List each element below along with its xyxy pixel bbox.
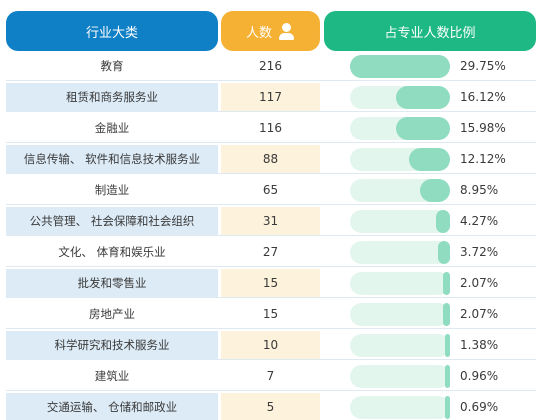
- industry-cell: 房地产业: [6, 300, 218, 328]
- percent-value: 0.69%: [460, 400, 499, 414]
- count-cell: 116: [221, 114, 320, 142]
- percent-value: 8.95%: [460, 183, 499, 197]
- share-bar-fill: [445, 396, 450, 419]
- percent-cell: 29.75%: [324, 52, 536, 80]
- percent-value: 12.12%: [460, 152, 506, 166]
- table-row: 房地产业 15 2.07%: [6, 300, 536, 329]
- industry-cell: 交通运输、 仓储和邮政业: [6, 393, 218, 420]
- count-cell: 15: [221, 300, 320, 328]
- count-cell: 15: [221, 269, 320, 297]
- share-bar-fill: [445, 365, 450, 388]
- count-cell: 27: [221, 238, 320, 266]
- share-bar-fill: [445, 334, 450, 357]
- count-cell: 10: [221, 331, 320, 359]
- share-bar-track: [350, 396, 450, 419]
- share-bar-fill: [396, 117, 450, 140]
- share-bar-track: [350, 210, 450, 233]
- share-bar-fill: [437, 241, 450, 264]
- percent-cell: 15.98%: [324, 114, 536, 142]
- percent-cell: 12.12%: [324, 145, 536, 173]
- industry-cell: 科学研究和技术服务业: [6, 331, 218, 359]
- count-cell: 88: [221, 145, 320, 173]
- industry-column-header: 行业大类: [6, 11, 218, 51]
- industry-cell: 信息传输、 软件和信息技术服务业: [6, 145, 218, 173]
- share-bar-fill: [443, 272, 450, 295]
- table-row: 教育 216 29.75%: [6, 52, 536, 81]
- count-cell: 216: [221, 52, 320, 80]
- percent-value: 2.07%: [460, 276, 499, 290]
- table-row: 批发和零售业 15 2.07%: [6, 269, 536, 298]
- percent-value: 4.27%: [460, 214, 499, 228]
- count-cell: 65: [221, 176, 320, 204]
- percent-value: 16.12%: [460, 90, 506, 104]
- industry-cell: 文化、 体育和娱乐业: [6, 238, 218, 266]
- share-bar-fill: [443, 303, 450, 326]
- percent-value: 15.98%: [460, 121, 506, 135]
- share-bar-fill: [350, 55, 450, 78]
- share-bar-track: [350, 86, 450, 109]
- industry-cell: 金融业: [6, 114, 218, 142]
- percent-cell: 2.07%: [324, 269, 536, 297]
- table-row: 文化、 体育和娱乐业 27 3.72%: [6, 238, 536, 267]
- percent-value: 0.96%: [460, 369, 499, 383]
- share-bar-fill: [409, 148, 450, 171]
- count-header-label: 人数: [245, 25, 272, 41]
- percent-value: 29.75%: [460, 59, 506, 73]
- percent-value: 3.72%: [460, 245, 499, 259]
- percent-cell: 1.38%: [324, 331, 536, 359]
- table-row: 建筑业 7 0.96%: [6, 362, 536, 391]
- industry-header-label: 行业大类: [85, 25, 138, 41]
- table-row: 金融业 116 15.98%: [6, 114, 536, 143]
- industry-cell: 制造业: [6, 176, 218, 204]
- industry-cell: 批发和零售业: [6, 269, 218, 297]
- share-bar-track: [350, 117, 450, 140]
- share-bar-fill: [419, 179, 450, 202]
- share-bar-track: [350, 148, 450, 171]
- table-row: 租赁和商务服务业 117 16.12%: [6, 83, 536, 112]
- share-bar-track: [350, 55, 450, 78]
- percent-cell: 3.72%: [324, 238, 536, 266]
- table-row: 制造业 65 8.95%: [6, 176, 536, 205]
- table-row: 公共管理、 社会保障和社会组织 31 4.27%: [6, 207, 536, 236]
- table-row: 信息传输、 软件和信息技术服务业 88 12.12%: [6, 145, 536, 174]
- share-bar-fill: [435, 210, 450, 233]
- count-cell: 7: [221, 362, 320, 390]
- share-bar-track: [350, 365, 450, 388]
- percent-column-header: 占专业人数比例: [324, 11, 536, 51]
- percent-header-label: 占专业人数比例: [384, 25, 476, 41]
- share-bar-track: [350, 334, 450, 357]
- percent-cell: 8.95%: [324, 176, 536, 204]
- count-column-header: 人数: [221, 11, 320, 51]
- table-row: 交通运输、 仓储和邮政业 5 0.69%: [6, 393, 536, 420]
- percent-value: 1.38%: [460, 338, 499, 352]
- share-bar-track: [350, 241, 450, 264]
- count-cell: 31: [221, 207, 320, 235]
- share-bar-track: [350, 303, 450, 326]
- count-cell: 5: [221, 393, 320, 420]
- industry-cell: 建筑业: [6, 362, 218, 390]
- percent-value: 2.07%: [460, 307, 499, 321]
- percent-cell: 2.07%: [324, 300, 536, 328]
- percent-cell: 16.12%: [324, 83, 536, 111]
- count-cell: 117: [221, 83, 320, 111]
- share-bar-fill: [395, 86, 450, 109]
- percent-cell: 0.69%: [324, 393, 536, 420]
- share-bar-track: [350, 179, 450, 202]
- percent-cell: 4.27%: [324, 207, 536, 235]
- person-icon: [278, 22, 295, 40]
- industry-cell: 租赁和商务服务业: [6, 83, 218, 111]
- percent-cell: 0.96%: [324, 362, 536, 390]
- share-bar-track: [350, 272, 450, 295]
- industry-cell: 教育: [6, 52, 218, 80]
- table-row: 科学研究和技术服务业 10 1.38%: [6, 331, 536, 360]
- industry-cell: 公共管理、 社会保障和社会组织: [6, 207, 218, 235]
